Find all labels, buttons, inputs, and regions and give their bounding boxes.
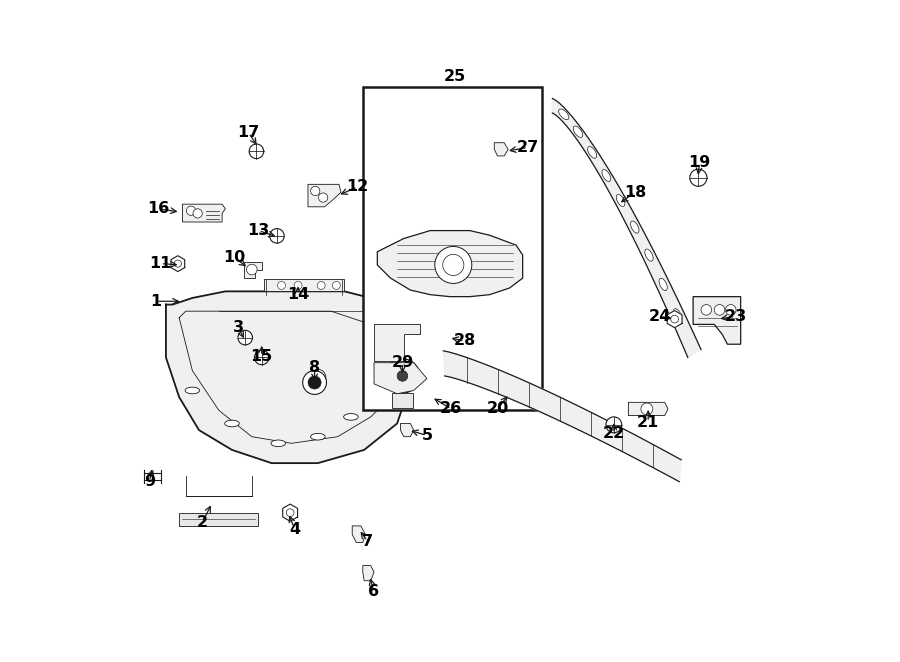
Text: 11: 11 <box>149 256 172 271</box>
Circle shape <box>319 193 328 202</box>
Text: 3: 3 <box>233 320 244 335</box>
Text: 17: 17 <box>238 125 259 140</box>
Text: 13: 13 <box>248 223 269 238</box>
Text: 19: 19 <box>688 155 711 170</box>
Ellipse shape <box>225 420 239 427</box>
Polygon shape <box>166 291 410 463</box>
Ellipse shape <box>616 195 625 207</box>
Bar <box>363 87 543 410</box>
Polygon shape <box>374 324 420 361</box>
Circle shape <box>302 371 327 395</box>
Ellipse shape <box>602 169 611 181</box>
Text: 23: 23 <box>724 309 746 324</box>
Text: 10: 10 <box>223 250 245 265</box>
Polygon shape <box>553 99 701 357</box>
Circle shape <box>238 330 253 345</box>
Text: 25: 25 <box>445 69 466 84</box>
Text: 5: 5 <box>421 428 432 443</box>
Polygon shape <box>244 261 262 278</box>
Text: 4: 4 <box>289 522 301 537</box>
Circle shape <box>255 350 269 365</box>
Ellipse shape <box>573 126 582 138</box>
Circle shape <box>317 281 325 289</box>
Text: 20: 20 <box>486 401 508 416</box>
Polygon shape <box>352 526 365 542</box>
Circle shape <box>277 281 285 289</box>
Circle shape <box>186 206 195 215</box>
Circle shape <box>270 228 284 243</box>
Bar <box>392 393 413 408</box>
Text: 14: 14 <box>287 287 310 302</box>
Ellipse shape <box>659 278 667 291</box>
Ellipse shape <box>588 146 597 158</box>
Circle shape <box>249 144 264 159</box>
Circle shape <box>332 281 340 289</box>
Text: 27: 27 <box>517 140 539 155</box>
Polygon shape <box>179 512 258 526</box>
Polygon shape <box>400 424 414 437</box>
Ellipse shape <box>185 387 200 394</box>
Polygon shape <box>444 351 681 482</box>
Ellipse shape <box>344 414 358 420</box>
Text: 7: 7 <box>362 534 373 549</box>
Circle shape <box>310 369 326 385</box>
Circle shape <box>391 364 414 388</box>
Circle shape <box>294 281 302 289</box>
Text: 28: 28 <box>454 334 476 348</box>
Circle shape <box>606 417 622 433</box>
Text: 1: 1 <box>150 294 162 308</box>
Circle shape <box>308 376 321 389</box>
Polygon shape <box>308 184 341 207</box>
Text: 12: 12 <box>346 179 369 195</box>
Polygon shape <box>667 310 682 328</box>
Ellipse shape <box>310 434 325 440</box>
Circle shape <box>725 305 736 315</box>
Text: 6: 6 <box>368 585 380 600</box>
Polygon shape <box>494 143 508 156</box>
Text: 29: 29 <box>392 355 414 370</box>
Polygon shape <box>183 204 225 222</box>
Polygon shape <box>377 230 523 297</box>
Circle shape <box>715 305 724 315</box>
Circle shape <box>701 305 712 315</box>
Text: 26: 26 <box>440 401 463 416</box>
Text: 22: 22 <box>603 426 625 441</box>
Text: 18: 18 <box>624 185 646 200</box>
Circle shape <box>310 186 320 195</box>
Polygon shape <box>693 297 741 344</box>
Polygon shape <box>283 504 298 521</box>
Circle shape <box>435 246 472 283</box>
Ellipse shape <box>631 221 639 233</box>
Text: 16: 16 <box>147 201 169 216</box>
Polygon shape <box>363 565 374 581</box>
Polygon shape <box>374 363 427 394</box>
Circle shape <box>689 169 707 186</box>
Ellipse shape <box>673 308 681 321</box>
Polygon shape <box>171 256 184 271</box>
Polygon shape <box>628 402 668 416</box>
Text: 21: 21 <box>637 414 660 430</box>
Text: 24: 24 <box>649 309 671 324</box>
Circle shape <box>247 264 257 275</box>
Text: 8: 8 <box>309 361 320 375</box>
Text: 9: 9 <box>144 474 155 489</box>
Text: 15: 15 <box>250 349 273 363</box>
Ellipse shape <box>644 249 653 261</box>
Ellipse shape <box>271 440 285 447</box>
Circle shape <box>193 209 202 218</box>
Circle shape <box>641 403 652 415</box>
Polygon shape <box>264 279 345 291</box>
Ellipse shape <box>559 109 569 120</box>
Text: 2: 2 <box>197 515 208 530</box>
Circle shape <box>385 359 419 393</box>
Circle shape <box>397 371 408 381</box>
